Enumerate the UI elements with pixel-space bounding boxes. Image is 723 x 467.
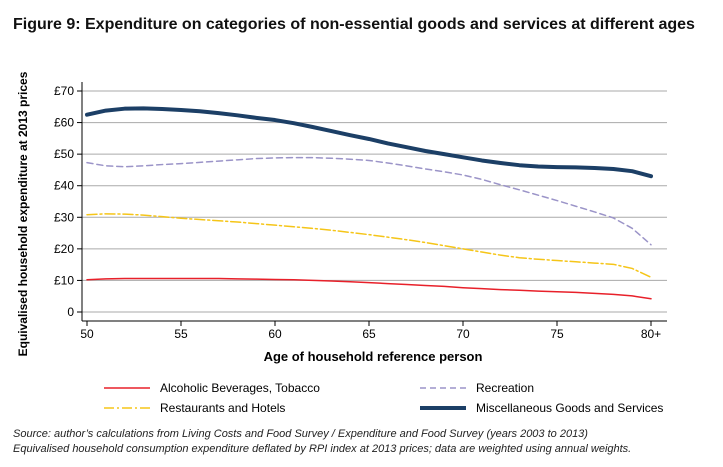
legend-label: Alcoholic Beverages, Tobacco bbox=[160, 381, 320, 395]
x-tick-label: 70 bbox=[456, 327, 470, 341]
y-tick-label: £40 bbox=[54, 179, 74, 193]
legend-label: Recreation bbox=[476, 381, 534, 395]
x-tick-label: 60 bbox=[268, 327, 282, 341]
series-line-0 bbox=[86, 277, 652, 300]
y-tick-label: 0 bbox=[67, 305, 74, 319]
y-tick-label: £30 bbox=[54, 210, 74, 224]
figure-title: Figure 9: Expenditure on categories of n… bbox=[13, 16, 695, 33]
x-tick-label: 50 bbox=[80, 327, 94, 341]
series-line-2 bbox=[86, 213, 652, 279]
x-tick-label: 80+ bbox=[641, 327, 661, 341]
y-tick-label: £10 bbox=[54, 273, 74, 287]
x-tick-label: 75 bbox=[550, 327, 564, 341]
series-line-1 bbox=[86, 156, 652, 246]
y-tick-label: £20 bbox=[54, 242, 74, 256]
legend-label: Miscellaneous Goods and Services bbox=[476, 401, 663, 415]
source-note: Source: author’s calculations from Livin… bbox=[13, 428, 588, 440]
legend-label: Restaurants and Hotels bbox=[160, 401, 285, 415]
x-axis-label: Age of household reference person bbox=[264, 349, 483, 364]
x-tick-label: 65 bbox=[362, 327, 376, 341]
method-note: Equivalised household consumption expend… bbox=[13, 443, 632, 455]
y-tick-label: £70 bbox=[54, 84, 74, 98]
y-axis-label: Equivalised household expenditure at 201… bbox=[16, 71, 30, 356]
y-tick-label: £60 bbox=[54, 116, 74, 130]
y-tick-label: £50 bbox=[54, 147, 74, 161]
x-tick-label: 55 bbox=[174, 327, 188, 341]
series-line-3 bbox=[85, 106, 653, 179]
